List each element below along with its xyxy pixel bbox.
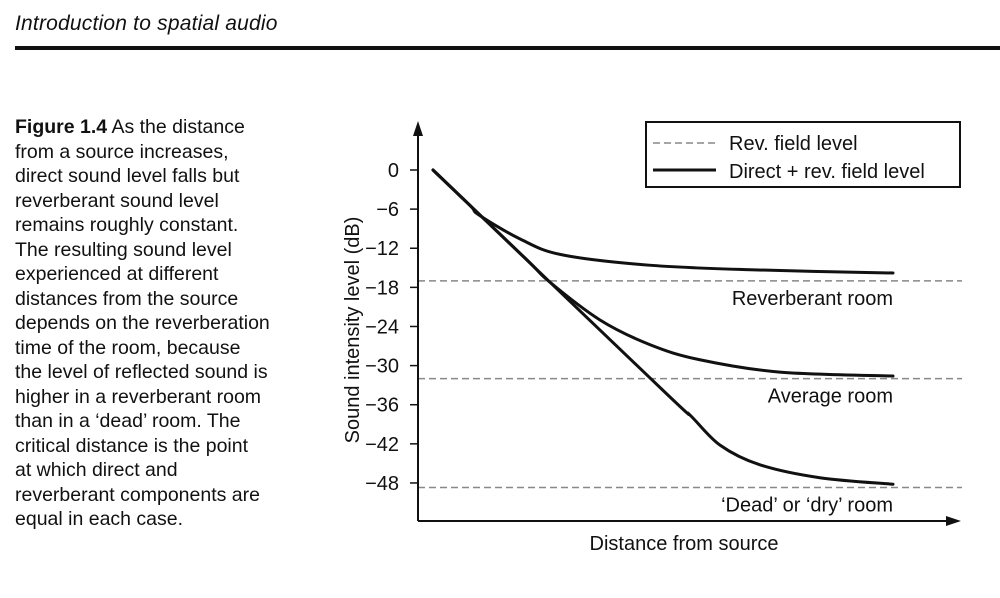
caption-line: from a source increases, [15,140,229,163]
y-tick-label: −6 [376,199,399,221]
caption-line: The resulting sound level [15,238,232,261]
y-tick-label: −18 [365,277,399,299]
y-axis-arrow-icon [413,121,423,136]
legend-label-direct-rev: Direct + rev. field level [729,161,925,183]
caption-line: than in a ‘dead’ room. The [15,410,241,432]
caption-line: remains roughly constant. [15,214,239,236]
y-tick-label: −36 [365,395,399,417]
caption-line: depends on the reverberation [15,312,270,334]
legend-label-rev-field: Rev. field level [729,133,858,155]
caption-line: the level of reflected sound is [15,361,268,383]
figure-label: Figure 1.4 [15,116,108,138]
caption-line: reverberant components are [15,483,260,506]
caption-line: critical distance is the point [15,434,249,457]
caption-line: reverberant sound level [15,189,219,212]
caption-line: equal in each case. [15,508,184,530]
y-tick-label: −12 [365,238,399,260]
caption-line: at which direct and [15,459,178,481]
y-tick-label: −42 [365,434,399,456]
room-label: Average room [768,386,893,408]
y-tick-label: 0 [388,160,399,182]
caption-line: time of the room, because [15,336,241,359]
y-axis-label: Sound intensity level (dB) [342,217,364,444]
y-tick-label: −24 [365,316,399,338]
y-tick-label: −48 [365,473,399,495]
figure-caption: Figure 1.4 As the distance from a source… [15,115,270,532]
running-header: Introduction to spatial audio [15,12,278,35]
caption-line: direct sound level falls but [15,165,240,187]
direct-plus-rev-curve [431,168,895,486]
x-axis-label: Distance from source [590,533,779,555]
y-tick-label: −30 [365,356,399,378]
caption-line: experienced at different [15,263,219,285]
caption-line: Figure 1.4 As the distance [15,116,245,138]
header-rule [15,46,1000,50]
room-label: ‘Dead’ or ‘dry’ room [721,495,893,517]
legend-box [645,121,961,188]
caption-line: higher in a reverberant room [15,385,262,408]
legend: Rev. field level Direct + rev. field lev… [645,121,961,188]
x-axis-arrow-icon [946,516,961,526]
caption-line: distances from the source [15,287,239,310]
room-label: Reverberant room [732,288,893,310]
